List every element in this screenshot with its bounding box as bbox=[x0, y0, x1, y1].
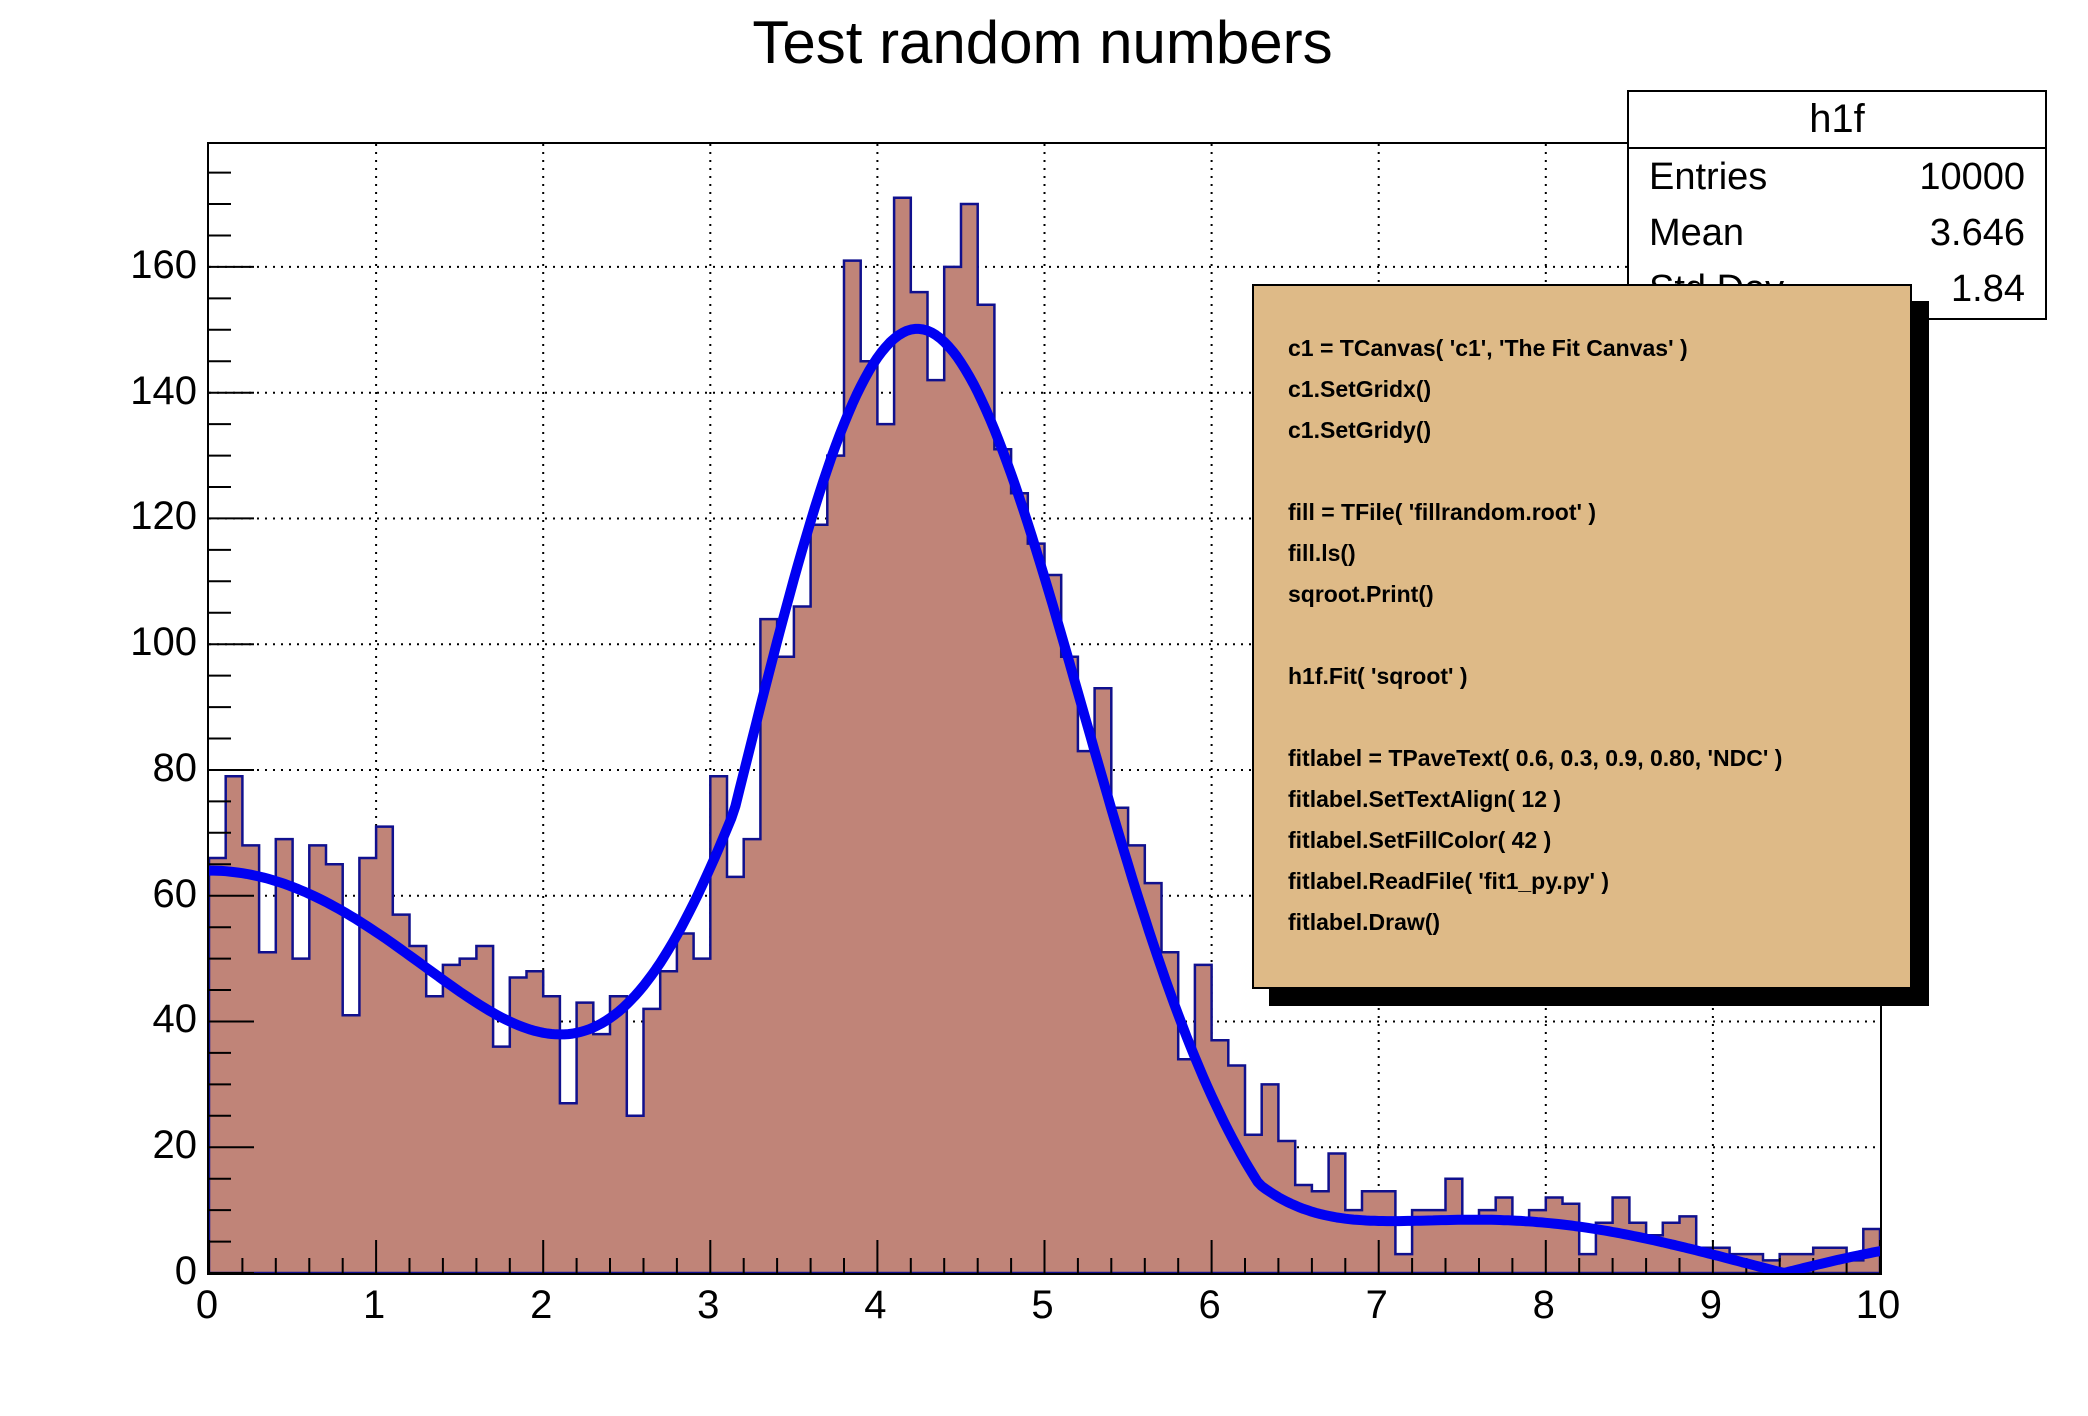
code-line: fitlabel = TPaveText( 0.6, 0.3, 0.9, 0.8… bbox=[1288, 745, 1783, 771]
code-line: fill.ls() bbox=[1288, 540, 1356, 566]
stats-value: 3.646 bbox=[1929, 211, 2025, 254]
code-line: c1.SetGridx() bbox=[1288, 376, 1432, 402]
y-tick-label: 120 bbox=[130, 494, 197, 539]
stats-box-title: h1f bbox=[1629, 92, 2045, 149]
code-line: sqroot.Print() bbox=[1288, 581, 1434, 607]
stats-row-mean: Mean 3.646 bbox=[1629, 205, 2045, 261]
grid-lines bbox=[209, 144, 1880, 1273]
x-tick-label: 8 bbox=[1532, 1283, 1555, 1327]
x-tick-label: 4 bbox=[864, 1283, 887, 1327]
y-tick-label: 80 bbox=[152, 745, 198, 790]
stats-label: Entries bbox=[1649, 155, 1768, 198]
y-tick-label: 140 bbox=[130, 368, 197, 413]
x-tick-label: 3 bbox=[697, 1283, 720, 1327]
code-line: c1 = TCanvas( 'c1', 'The Fit Canvas' ) bbox=[1288, 335, 1688, 361]
plot-title: Test random numbers bbox=[752, 9, 1333, 76]
x-tick-label: 6 bbox=[1198, 1283, 1221, 1327]
y-tick-label: 0 bbox=[174, 1249, 197, 1293]
code-line bbox=[1288, 451, 1900, 492]
histogram-plot bbox=[209, 144, 1880, 1273]
stats-label: Mean bbox=[1649, 211, 1745, 254]
y-tick-label: 20 bbox=[152, 1123, 198, 1168]
code-line: c1.SetGridy() bbox=[1288, 417, 1432, 443]
code-line: fitlabel.Draw() bbox=[1288, 909, 1441, 935]
x-tick-label: 2 bbox=[530, 1283, 553, 1327]
plot-frame bbox=[207, 142, 1882, 1275]
stats-value: 10000 bbox=[1919, 155, 2025, 198]
code-pave-text: c1 = TCanvas( 'c1', 'The Fit Canvas' ) c1… bbox=[1252, 284, 1912, 989]
y-tick-label: 60 bbox=[152, 871, 198, 916]
code-line bbox=[1288, 697, 1900, 738]
y-tick-label: 100 bbox=[130, 620, 197, 665]
x-tick-label: 9 bbox=[1699, 1283, 1723, 1327]
x-tick-label: 0 bbox=[195, 1283, 219, 1327]
fit-curve bbox=[209, 323, 1880, 1273]
y-tick-label: 40 bbox=[152, 997, 198, 1042]
code-line: fitlabel.SetFillColor( 42 ) bbox=[1288, 827, 1552, 853]
code-line: fitlabel.ReadFile( 'fit1_py.py' ) bbox=[1288, 868, 1610, 894]
x-tick-label: 5 bbox=[1031, 1283, 1054, 1327]
code-line: h1f.Fit( 'sqroot' ) bbox=[1288, 663, 1468, 689]
y-tick-label: 160 bbox=[130, 242, 197, 287]
stats-value: 1.84 bbox=[1951, 268, 2025, 311]
x-tick-label: 1 bbox=[362, 1283, 386, 1327]
code-line: fill = TFile( 'fillrandom.root' ) bbox=[1288, 499, 1597, 525]
code-line bbox=[1288, 615, 1900, 656]
x-tick-label: 7 bbox=[1365, 1283, 1388, 1327]
code-line: fitlabel.SetTextAlign( 12 ) bbox=[1288, 786, 1562, 812]
x-tick-label: 10 bbox=[1855, 1283, 1901, 1327]
stats-row-entries: Entries 10000 bbox=[1629, 149, 2045, 205]
